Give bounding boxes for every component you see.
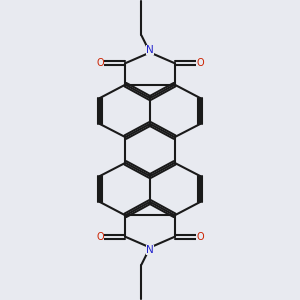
Text: O: O [96,232,104,242]
Text: N: N [146,45,154,55]
Text: O: O [196,232,204,242]
Text: O: O [96,58,104,68]
Text: O: O [196,58,204,68]
Text: N: N [146,245,154,255]
